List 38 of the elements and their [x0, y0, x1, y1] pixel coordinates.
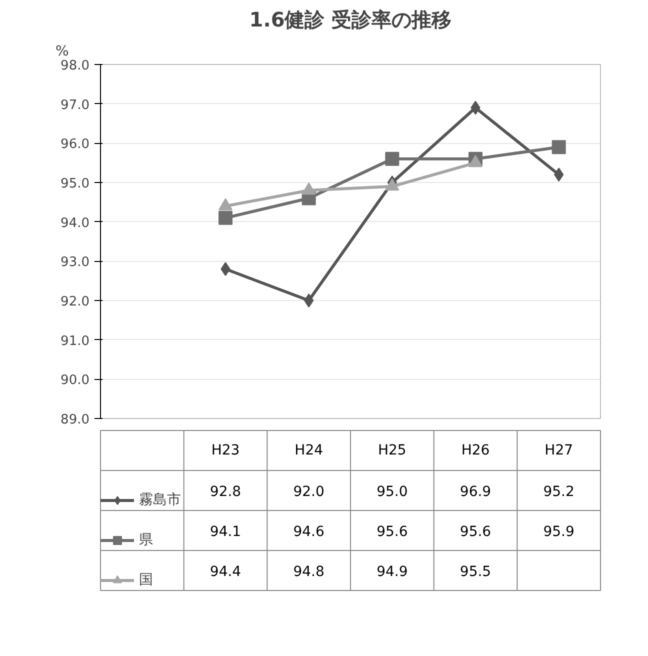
data-label: 92.0 [293, 484, 324, 500]
y-tick-label: 95.0 [60, 176, 90, 192]
data-label: 94.6 [293, 524, 325, 540]
data-label: 95.6 [376, 524, 408, 540]
x-tick-label: H25 [378, 442, 406, 458]
y-tick-label: 96.0 [60, 137, 90, 152]
y-tick-label: 90.0 [60, 373, 90, 388]
data-label: 94.4 [210, 564, 242, 580]
y-tick-label: 93.0 [60, 255, 90, 270]
data-label: 95.0 [376, 484, 408, 500]
point [385, 152, 400, 166]
y-tick-label: 98.0 [60, 58, 90, 74]
y-tick-label: 97.0 [60, 98, 90, 113]
x-tick-label: H23 [211, 442, 240, 458]
data-label: 94.8 [293, 564, 324, 580]
data-label: 95.6 [460, 524, 492, 540]
data-label: 94.1 [210, 524, 242, 540]
y-axis-title: % [56, 44, 69, 60]
data-label: 95.5 [460, 564, 492, 580]
y-tick-label: 92.0 [60, 294, 90, 310]
point [552, 140, 566, 154]
legend-label: 県 [139, 531, 154, 550]
x-tick-label: H26 [461, 442, 490, 458]
point [304, 294, 314, 308]
legend-label: 国 [139, 571, 154, 590]
data-label: 95.2 [543, 484, 574, 500]
y-tick-label: 94.0 [60, 216, 90, 231]
legend-label: 霧島市 [139, 491, 181, 510]
y-tick-label: 89.0 [60, 412, 90, 428]
x-tick-label: H27 [544, 442, 574, 458]
point [218, 210, 232, 225]
chart-title: 1.6健診 受診率の推移 [249, 8, 452, 32]
data-label: 95.9 [543, 524, 574, 540]
y-tick-label: 91.0 [60, 334, 90, 349]
x-tick-label: H24 [294, 442, 324, 458]
data-label: 94.9 [376, 564, 408, 580]
data-label: 96.9 [460, 484, 492, 500]
data-label: 92.8 [210, 484, 242, 500]
